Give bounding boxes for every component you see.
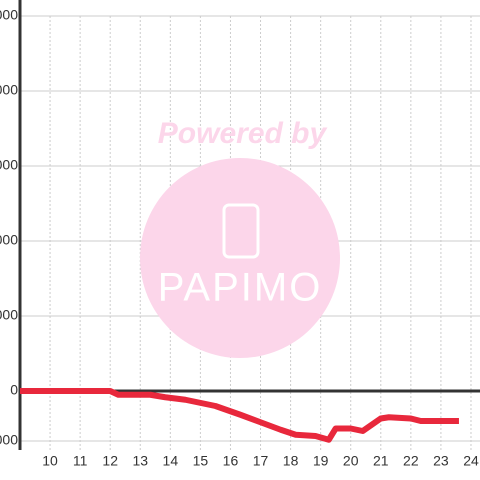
x-tick-label: 21 xyxy=(373,453,389,469)
x-tick-label: 10 xyxy=(42,453,58,469)
x-tick-label: 22 xyxy=(403,453,419,469)
watermark-title: Powered by xyxy=(158,117,328,150)
x-tick-label: 17 xyxy=(253,453,269,469)
x-tick-label: 23 xyxy=(433,453,449,469)
x-tick-label: 20 xyxy=(343,453,359,469)
watermark: Powered by PAPIMO xyxy=(140,117,340,358)
y-tick-label: 120,000 xyxy=(0,82,18,98)
x-tick-label: 11 xyxy=(73,453,88,469)
x-tick-label: 19 xyxy=(313,453,329,469)
x-tick-label: 14 xyxy=(163,453,179,469)
y-tick-label: -20,000 xyxy=(0,432,18,448)
x-tick-label: 12 xyxy=(102,453,118,469)
y-tick-label: 30,000 xyxy=(0,307,18,323)
x-tick-label: 15 xyxy=(193,453,209,469)
watermark-brand: PAPIMO xyxy=(158,266,323,310)
watermark-icon xyxy=(222,203,260,259)
y-tick-label: 60,000 xyxy=(0,232,18,248)
x-tick-label: 16 xyxy=(223,453,239,469)
x-tick-label: 13 xyxy=(132,453,148,469)
data-line xyxy=(20,388,459,443)
x-tick-label: 24 xyxy=(463,453,479,469)
x-tick-label: 18 xyxy=(283,453,299,469)
y-tick-label: 150,000 xyxy=(0,7,18,23)
y-tick-label: 0 xyxy=(10,382,18,398)
y-tick-label: 90,000 xyxy=(0,157,18,173)
